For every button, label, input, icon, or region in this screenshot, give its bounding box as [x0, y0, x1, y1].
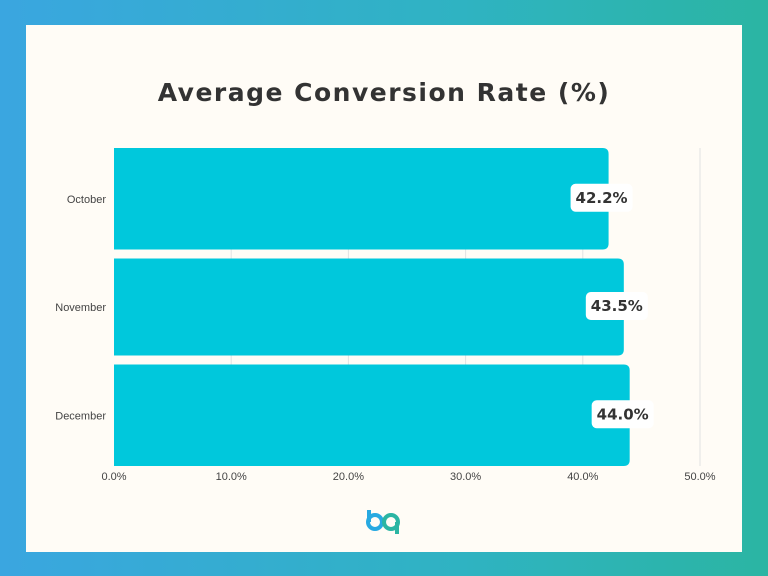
category-label: October: [67, 194, 106, 206]
bar: [113, 148, 609, 250]
data-label: 42.2%: [576, 189, 628, 207]
data-label-box: [570, 183, 633, 212]
category-label: November: [55, 302, 106, 314]
bar: [114, 364, 630, 466]
x-tick-label: 40.0%: [567, 471, 598, 483]
x-tick-label: 50.0%: [684, 471, 715, 483]
x-tick-label: 10.0%: [216, 471, 247, 483]
data-label-box: [585, 292, 648, 320]
x-tick-label: 0.0%: [101, 471, 126, 483]
category-label: December: [55, 410, 106, 422]
x-tick-label: 20.0%: [333, 471, 364, 483]
data-label-box: [591, 400, 654, 429]
brand-logo: [366, 510, 400, 534]
data-label: 43.5%: [591, 297, 643, 315]
data-label: 44.0%: [597, 405, 649, 423]
bar: [114, 258, 624, 356]
x-tick-label: 30.0%: [450, 471, 481, 483]
chart-title: Average Conversion Rate (%): [157, 78, 611, 107]
